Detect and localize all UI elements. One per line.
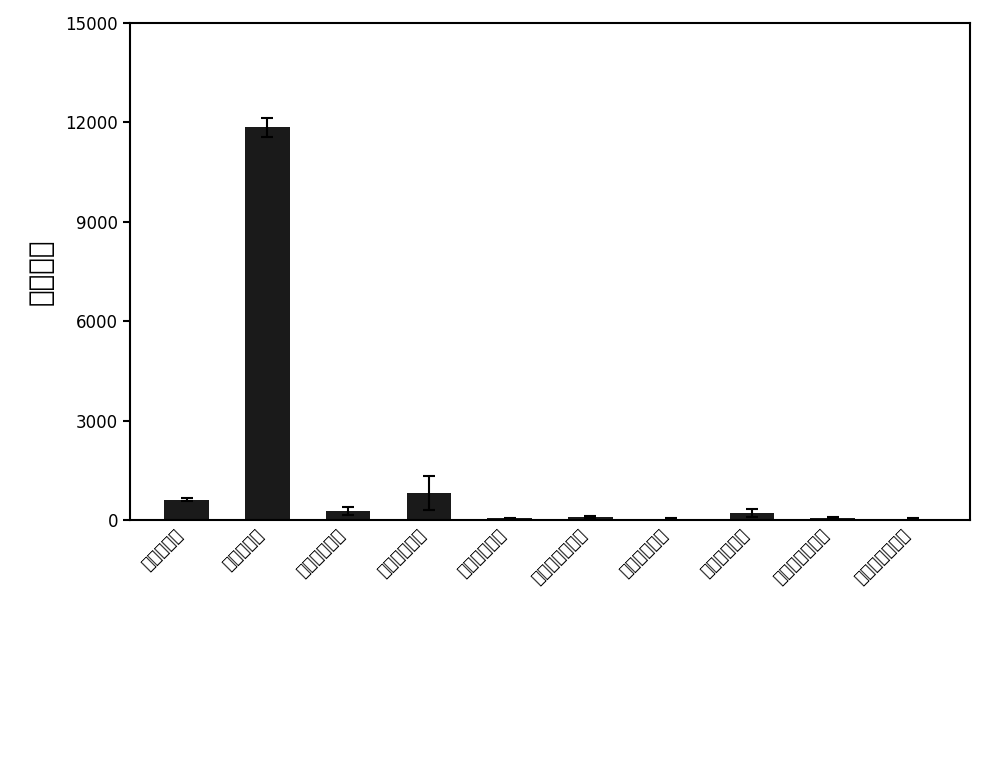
Y-axis label: 荧光强度: 荧光强度 bbox=[26, 239, 54, 304]
Bar bbox=[164, 500, 209, 520]
Bar bbox=[407, 493, 451, 520]
Bar bbox=[245, 128, 290, 520]
Bar bbox=[810, 518, 855, 520]
Bar bbox=[891, 519, 936, 520]
Bar bbox=[649, 519, 693, 520]
Bar bbox=[730, 513, 774, 520]
Bar bbox=[568, 517, 613, 520]
Bar bbox=[326, 511, 370, 520]
Bar bbox=[487, 518, 532, 520]
